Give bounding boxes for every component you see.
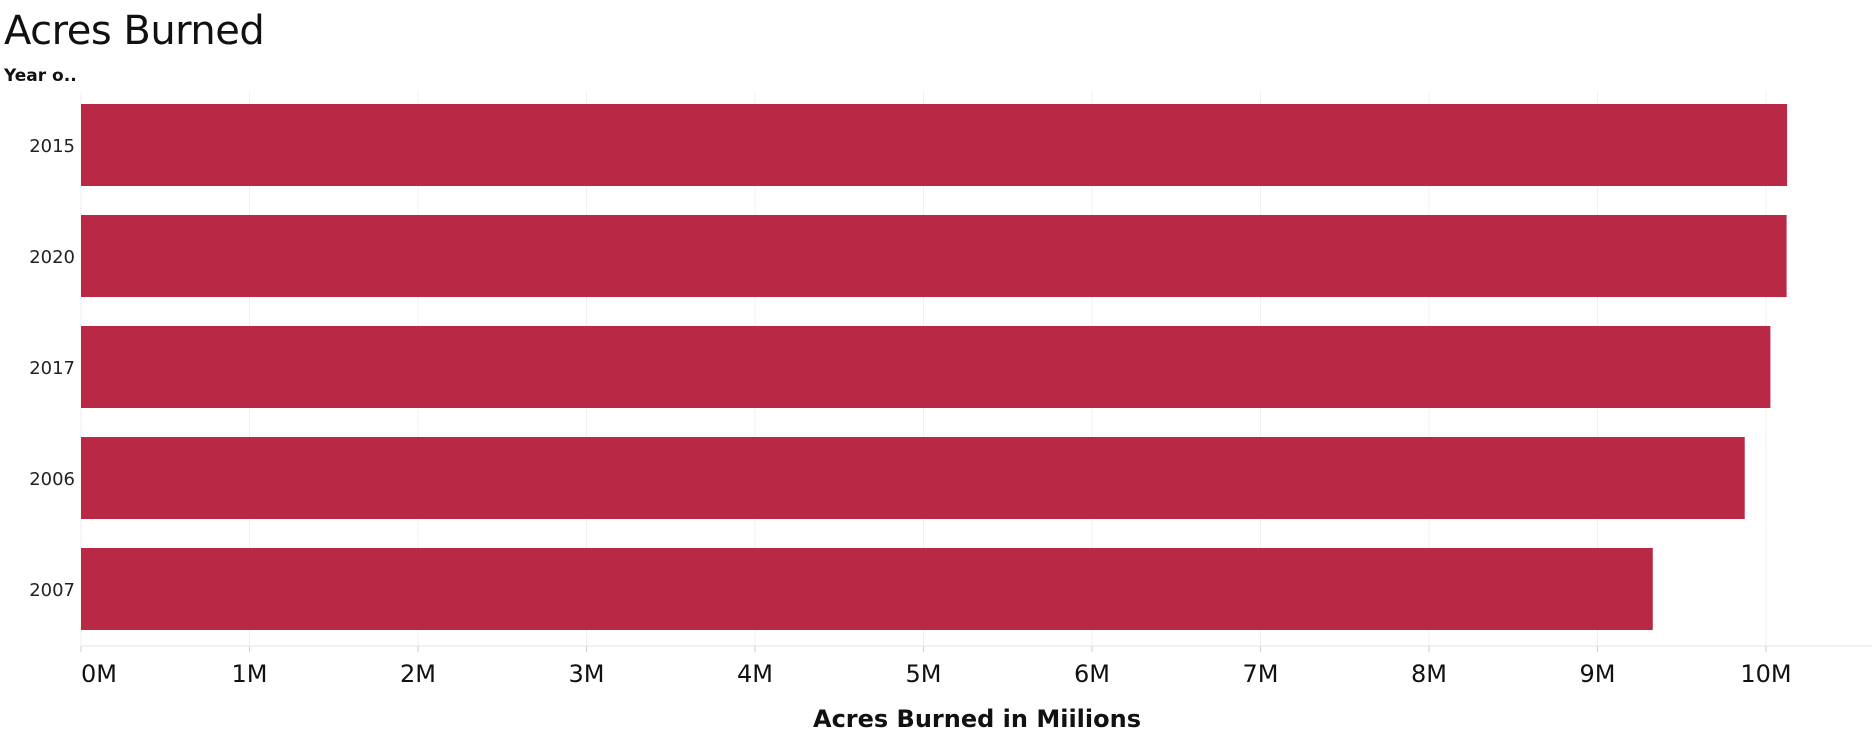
tick-label: 0M: [81, 660, 117, 688]
category-label: 2006: [29, 469, 75, 490]
tick-label: 3M: [569, 660, 605, 688]
x-axis-ticks: 0M 1M 2M 3M 4M 5M 6M 7M 8M 9M 10M: [80, 646, 1792, 688]
bar-2007[interactable]: [81, 548, 1653, 630]
tick-label: 10M: [1740, 660, 1791, 688]
tick-label: 9M: [1580, 660, 1616, 688]
tick-label: 2M: [400, 660, 436, 688]
category-label: 2017: [29, 358, 75, 379]
bar-2006[interactable]: [81, 437, 1745, 519]
tick-label: 7M: [1243, 660, 1279, 688]
bar-2015[interactable]: [81, 104, 1788, 186]
bars: [81, 104, 1788, 630]
tick-label: 8M: [1411, 660, 1447, 688]
chart-title: Acres Burned: [4, 8, 265, 54]
tick-label: 4M: [737, 660, 773, 688]
category-label: 2020: [29, 247, 75, 268]
category-label: 2007: [29, 580, 75, 601]
category-label: 2015: [29, 136, 75, 157]
bar-2017[interactable]: [81, 326, 1771, 408]
bar-2020[interactable]: [81, 215, 1787, 297]
row-header: Year o..: [4, 66, 77, 86]
tick-label: 1M: [232, 660, 268, 688]
tick-label: 6M: [1074, 660, 1110, 688]
category-labels: 2015 2020 2017 2006 2007: [29, 136, 75, 601]
x-axis-title: Acres Burned in Miilions: [813, 705, 1141, 733]
tick-label: 5M: [906, 660, 942, 688]
